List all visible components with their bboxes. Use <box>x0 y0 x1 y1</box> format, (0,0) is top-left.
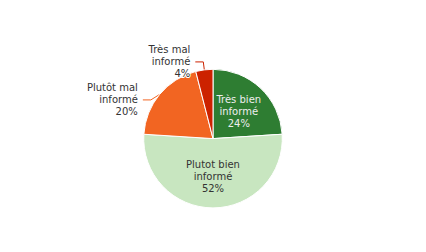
svg-text:informé: informé <box>194 171 233 182</box>
svg-text:Plutôt mal: Plutôt mal <box>87 82 138 93</box>
svg-text:informé: informé <box>99 94 138 105</box>
svg-text:Plutot bien: Plutot bien <box>186 159 240 170</box>
svg-text:informé: informé <box>152 56 191 67</box>
svg-text:4%: 4% <box>174 68 190 79</box>
svg-text:Très mal: Très mal <box>148 44 191 55</box>
svg-text:24%: 24% <box>228 118 250 129</box>
svg-text:informé: informé <box>219 106 258 117</box>
svg-text:52%: 52% <box>202 183 224 194</box>
svg-text:20%: 20% <box>116 106 138 117</box>
svg-text:Très bien: Très bien <box>215 94 261 105</box>
